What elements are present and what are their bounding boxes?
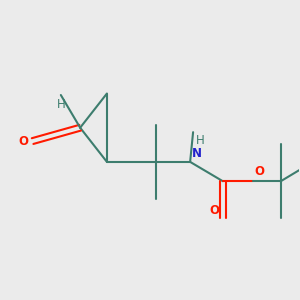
Text: H: H [56, 98, 65, 111]
Text: O: O [254, 165, 264, 178]
Text: O: O [19, 135, 29, 148]
Text: H: H [196, 134, 205, 147]
Text: O: O [209, 204, 219, 217]
Text: N: N [192, 147, 202, 161]
